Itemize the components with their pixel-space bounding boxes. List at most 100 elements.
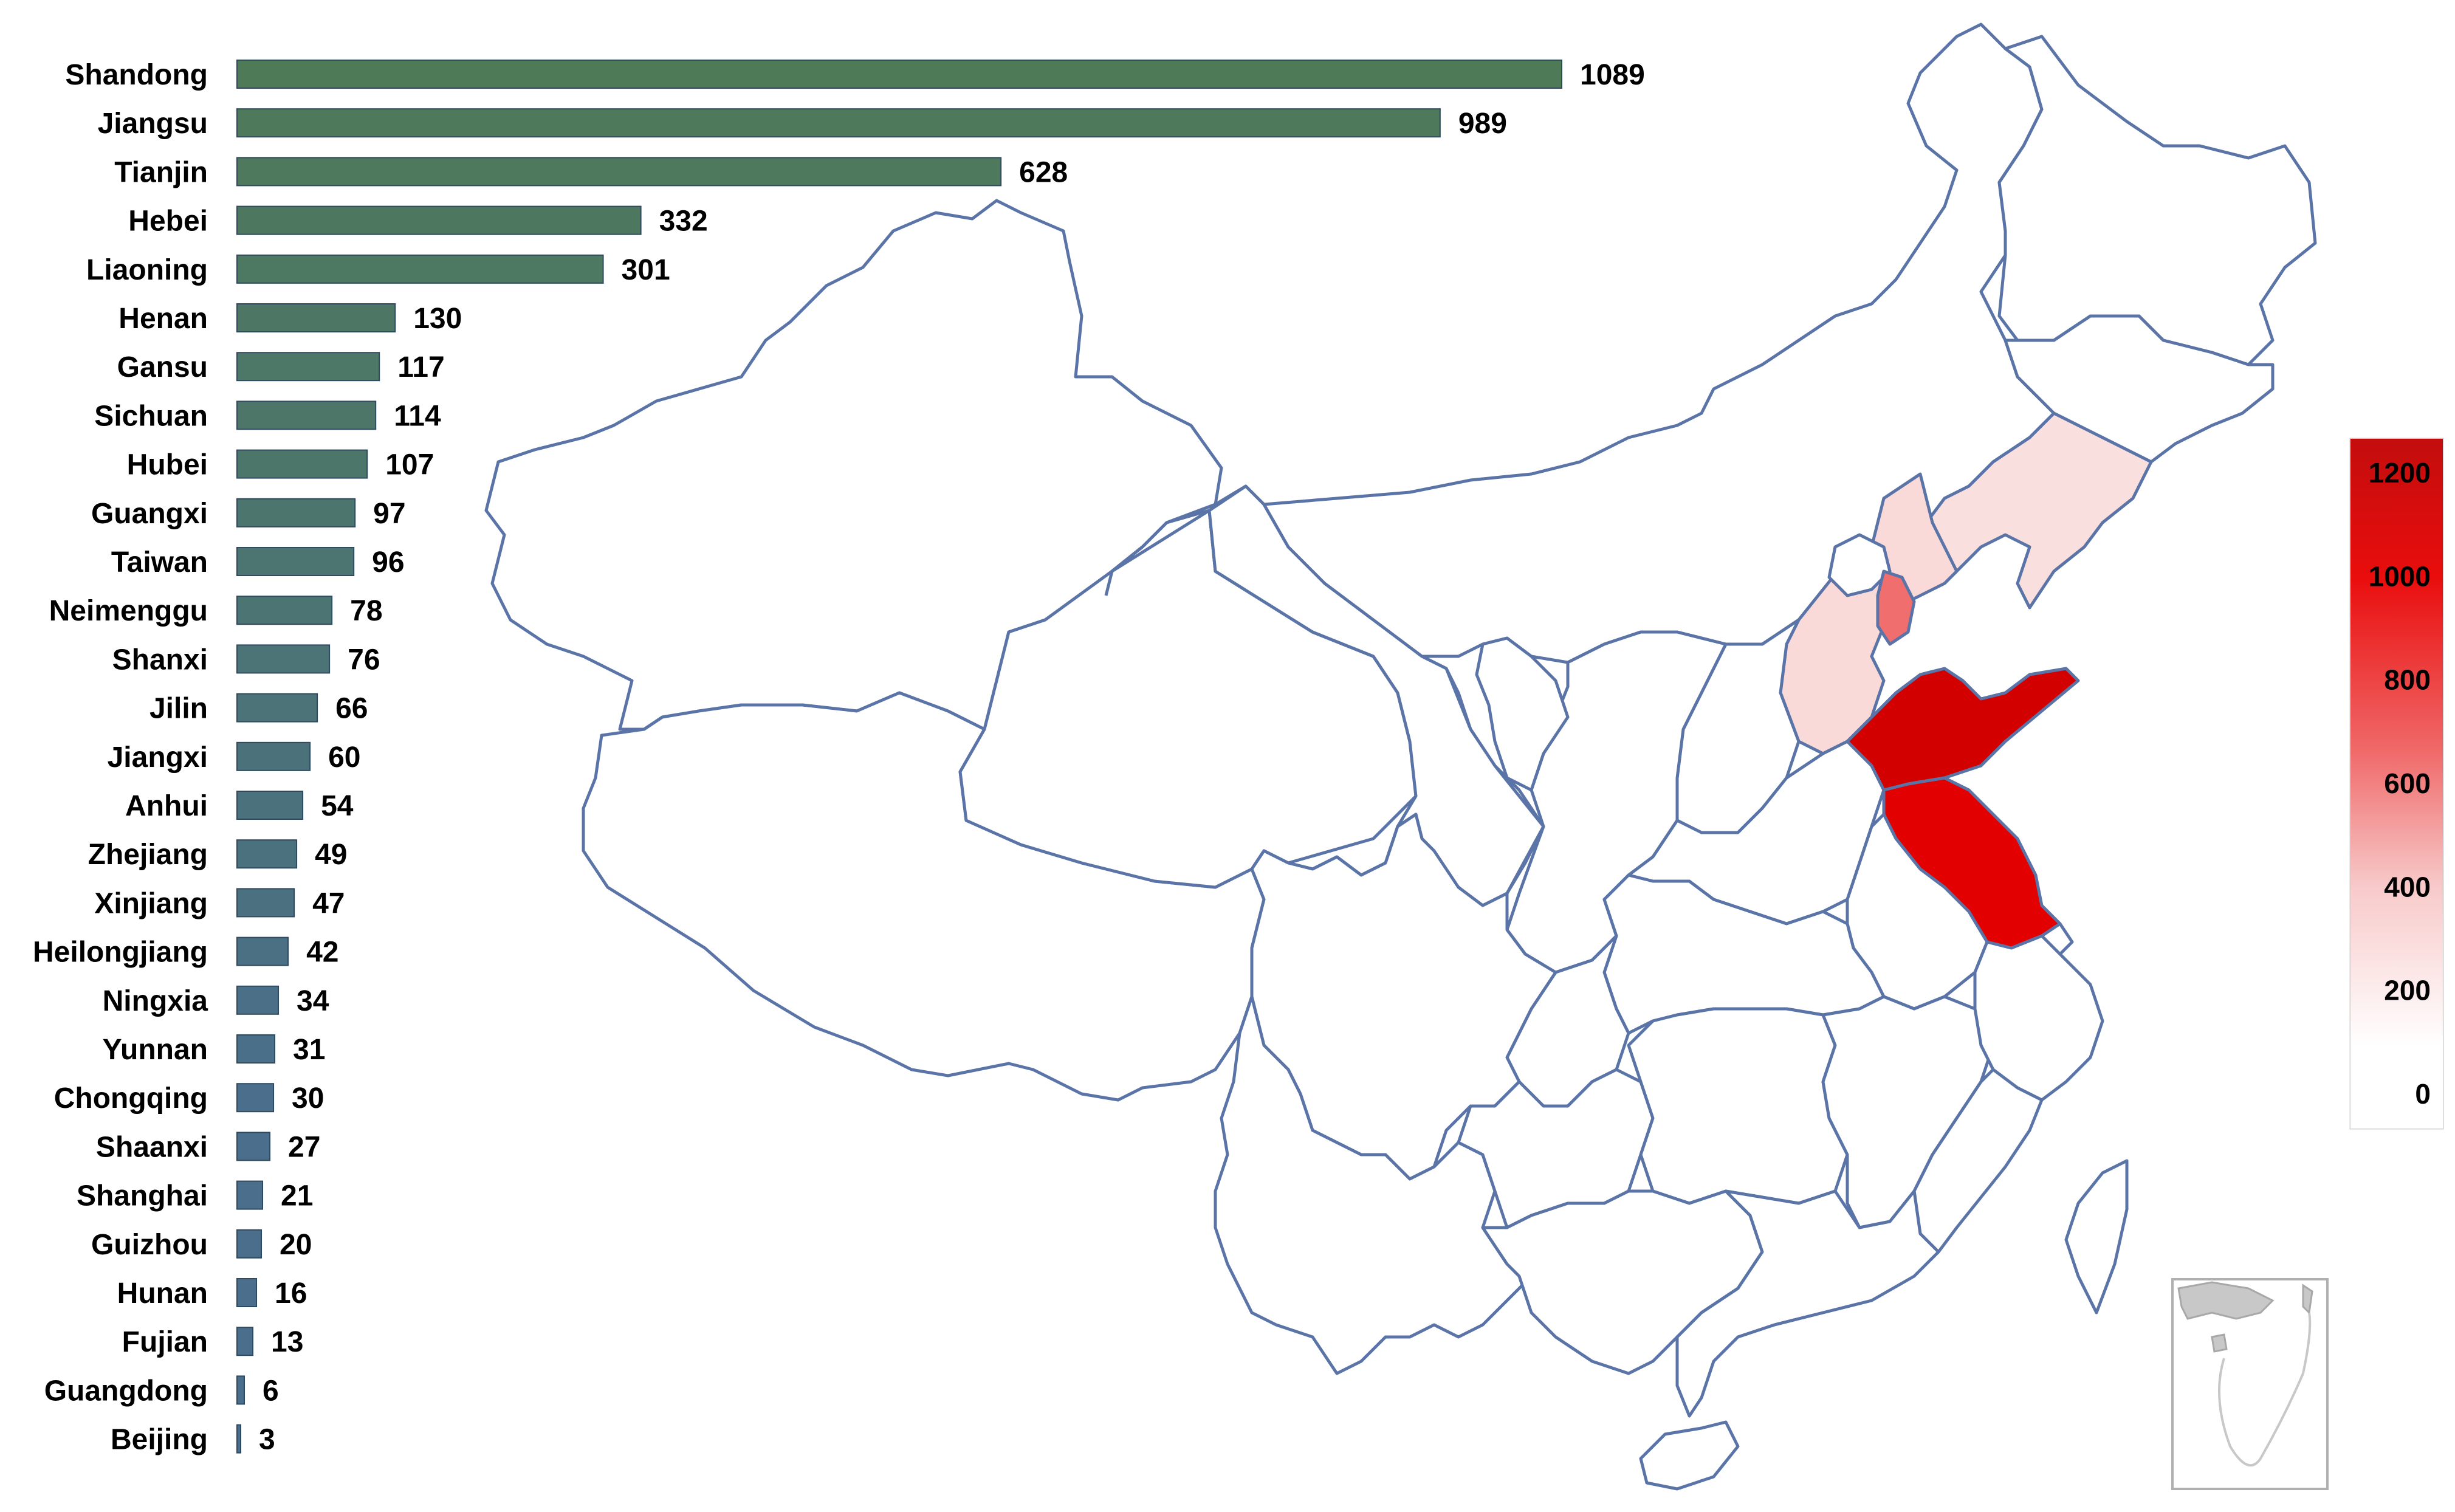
value-label: 16 — [275, 1277, 307, 1310]
bar-neimenggu — [236, 596, 333, 625]
value-label: 20 — [280, 1229, 312, 1261]
value-label: 1089 — [1580, 59, 1645, 91]
value-label: 130 — [413, 303, 462, 335]
value-label: 54 — [321, 790, 354, 822]
category-label: Gansu — [117, 351, 208, 383]
bar-shanghai — [236, 1180, 264, 1210]
bar-chart: Shandong 1089 Jiangsu 989 Tianjin 628 Hebei 332… — [33, 59, 1645, 1456]
bar-tianjin — [236, 157, 1002, 187]
category-label: Chongqing — [54, 1082, 208, 1115]
category-label: Taiwan — [111, 546, 208, 579]
value-label: 114 — [394, 400, 441, 432]
value-label: 34 — [297, 985, 329, 1017]
bar-guangdong — [236, 1375, 246, 1405]
color-scale-gradient — [2350, 439, 2443, 1129]
category-label: Sichuan — [94, 400, 208, 432]
category-label: Guangdong — [44, 1375, 208, 1407]
color-scale-tick-label: 600 — [2384, 768, 2431, 799]
category-label: Liaoning — [86, 254, 208, 286]
value-label: 628 — [1019, 156, 1068, 188]
category-label: Fujian — [122, 1326, 208, 1358]
category-label: Yunnan — [103, 1034, 208, 1066]
category-label: Anhui — [125, 790, 208, 822]
value-label: 6 — [263, 1375, 279, 1407]
bar-fujian — [236, 1327, 254, 1356]
category-label: Neimenggu — [49, 595, 208, 627]
map-region-heilongjiang — [1997, 35, 2317, 366]
value-label: 47 — [312, 887, 345, 919]
category-label: Jiangsu — [98, 108, 208, 140]
bar-guangxi — [236, 498, 356, 527]
value-label: 96 — [372, 546, 404, 579]
bar-shandong — [236, 60, 1562, 89]
south-china-sea-inset — [2171, 1278, 2329, 1490]
value-label: 42 — [306, 936, 338, 969]
map-region-zhejiang — [1973, 934, 2104, 1102]
color-scale-tick-label: 800 — [2384, 664, 2431, 696]
bar-hubei — [236, 449, 368, 479]
bar-guizhou — [236, 1229, 263, 1259]
map-region-hainan — [1639, 1420, 1740, 1491]
value-label: 21 — [281, 1180, 313, 1212]
bar-yunnan — [236, 1034, 276, 1064]
bar-chongqing — [236, 1083, 275, 1113]
map-region-yunnan — [1214, 995, 1533, 1375]
category-label: Zhejiang — [88, 839, 208, 871]
color-scale-tick-label: 1000 — [2369, 560, 2431, 592]
category-label: Tianjin — [114, 156, 208, 188]
value-label: 31 — [293, 1034, 325, 1066]
value-label: 13 — [271, 1326, 303, 1358]
inset-dashed-line — [2218, 1312, 2312, 1467]
bar-hunan — [236, 1278, 258, 1307]
china-map — [484, 22, 2317, 1491]
category-label: Shaanxi — [96, 1131, 208, 1163]
value-label: 332 — [659, 205, 708, 238]
bar-taiwan — [236, 547, 355, 576]
category-label: Guangxi — [91, 498, 208, 530]
value-label: 78 — [350, 595, 382, 627]
category-label: Shanghai — [77, 1180, 208, 1212]
bar-ningxia — [236, 985, 280, 1015]
value-label: 66 — [335, 693, 368, 725]
color-scale-tick-label: 0 — [2415, 1078, 2431, 1110]
category-label: Henan — [118, 303, 208, 335]
value-label: 30 — [292, 1082, 324, 1115]
value-label: 60 — [328, 741, 360, 774]
category-label: Ningxia — [103, 985, 208, 1017]
bar-xinjiang — [236, 888, 295, 918]
value-label: 117 — [397, 351, 444, 383]
map-region-guangdong — [1675, 1189, 1940, 1418]
category-label: Hunan — [117, 1277, 208, 1310]
bar-sichuan — [236, 400, 377, 430]
map-region-tianjin — [1876, 569, 1916, 646]
category-label: Shanxi — [112, 644, 208, 676]
category-label: Xinjiang — [94, 887, 208, 919]
category-label: Beijing — [111, 1424, 208, 1456]
value-label: 76 — [348, 644, 380, 676]
category-label: Guizhou — [91, 1229, 208, 1261]
color-scale-tick-label: 1200 — [2369, 457, 2431, 489]
bar-liaoning — [236, 254, 604, 284]
bar-jilin — [236, 693, 318, 723]
category-label: Jiangxi — [108, 741, 208, 774]
value-label: 49 — [315, 839, 347, 871]
bar-anhui — [236, 791, 304, 820]
inset-coast — [2177, 1281, 2275, 1320]
inset-hainan — [2211, 1333, 2228, 1353]
bar-hebei — [236, 205, 642, 235]
map-region-taiwan — [2064, 1159, 2129, 1314]
bar-shanxi — [236, 644, 331, 674]
bar-heilongjiang — [236, 936, 289, 966]
color-scale-tick-label: 400 — [2384, 871, 2431, 902]
value-label: 301 — [622, 254, 670, 286]
map-region-hunan — [1627, 1007, 1849, 1205]
bar-jiangxi — [236, 741, 311, 771]
category-label: Heilongjiang — [33, 936, 208, 969]
bar-henan — [236, 303, 396, 332]
color-scale-tick-label: 200 — [2384, 975, 2431, 1006]
color-scale-legend: 1200 1000 800 600 400 200 0 — [2349, 438, 2444, 1130]
bar-shaanxi — [236, 1132, 271, 1161]
value-label: 3 — [259, 1424, 275, 1456]
bar-gansu — [236, 352, 380, 382]
